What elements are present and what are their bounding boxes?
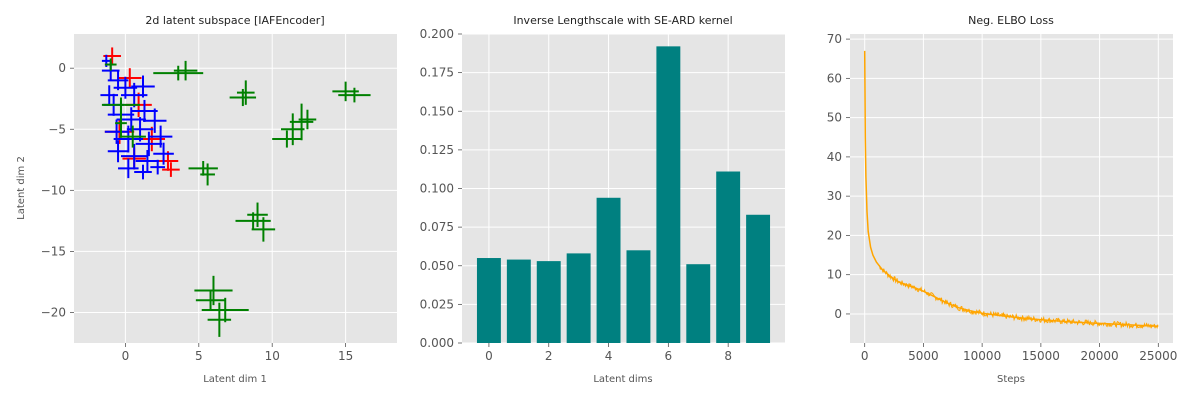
y-tick-label: 0.150 <box>420 104 454 118</box>
y-tick-label: 0.100 <box>420 182 454 196</box>
scatter-point <box>119 125 146 148</box>
y-tick-label: 0.000 <box>420 336 454 350</box>
bar <box>656 46 681 344</box>
bar <box>716 171 741 343</box>
x-tick-label: 0 <box>485 349 493 363</box>
y-tick-label: 60 <box>827 71 842 85</box>
y-axis-label: Latent dim 2 <box>16 156 27 220</box>
y-tick-label: 0.125 <box>420 143 454 157</box>
scatter-point <box>247 202 268 227</box>
y-tick-label: 0 <box>58 61 66 75</box>
scatter-point <box>115 108 127 138</box>
x-tick-label: 6 <box>665 349 673 363</box>
bar <box>746 214 771 343</box>
latent-scatter-panel: 0 5 10 15 0 −5 −10 −15 −20 2d latent subspace [I… <box>16 14 397 385</box>
scatter-point <box>188 161 218 176</box>
y-tick-label: 20 <box>827 228 842 242</box>
scatter-point <box>153 65 204 81</box>
scatter-point <box>173 60 198 81</box>
scatter-point <box>272 130 302 148</box>
scatter-point <box>207 302 232 337</box>
scatter-point <box>120 143 148 169</box>
lengthscale-bar-panel: 0 2 4 6 8 0.000 0.025 0.050 0.075 0.100 0.125 0.150… <box>420 14 785 385</box>
y-tick-label: −20 <box>41 305 66 319</box>
scatter-point <box>298 109 317 130</box>
y-tick-label: −10 <box>41 183 66 197</box>
y-tick-label: 50 <box>827 111 842 125</box>
scatter-point <box>150 159 166 175</box>
y-tick-label: 0 <box>834 307 842 321</box>
y-tick-label: 0.025 <box>420 297 454 311</box>
y-tick-label: 10 <box>827 268 842 282</box>
x-axis-label: Steps <box>997 374 1025 385</box>
bar <box>476 258 501 343</box>
chart-title: 2d latent subspace [IAFEncoder] <box>145 14 324 27</box>
x-tick-label: 15000 <box>1022 349 1060 363</box>
y-tick-label: 40 <box>827 150 842 164</box>
y-tick-label: 0.200 <box>420 27 454 41</box>
scatter-point <box>338 87 371 103</box>
x-tick-label: 5000 <box>908 349 939 363</box>
y-tick-label: 30 <box>827 189 842 203</box>
scatter-point <box>148 125 173 148</box>
x-tick-label: 4 <box>605 349 613 363</box>
scatter-point <box>118 68 142 88</box>
plot-area <box>850 34 1173 343</box>
y-tick-label: 0.075 <box>420 220 454 234</box>
x-tick-label: 15 <box>338 349 353 363</box>
scatter-point <box>107 140 129 163</box>
bar <box>506 259 531 343</box>
scatter-point <box>131 99 158 122</box>
chart-title: Neg. ELBO Loss <box>968 14 1054 27</box>
scatter-point <box>200 163 215 186</box>
bar <box>626 250 651 343</box>
elbo-loss-panel: 0 5000 10000 15000 20000 25000 0 10 20 30 40 50 60 70… <box>827 14 1178 385</box>
y-tick-label: −15 <box>41 244 66 258</box>
scatter-point <box>143 108 167 133</box>
bar <box>566 253 591 343</box>
scatter-point <box>332 81 359 102</box>
scatter-point <box>104 58 117 71</box>
x-axis-label: Latent dim 1 <box>203 374 267 385</box>
x-tick-label: 2 <box>545 349 553 363</box>
bar <box>536 261 561 343</box>
x-axis-label: Latent dims <box>593 374 652 385</box>
scatter-point <box>131 75 155 98</box>
x-tick-label: 0 <box>861 349 869 363</box>
scatter-point <box>134 164 152 180</box>
bar <box>596 197 621 343</box>
x-tick-label: 10 <box>265 349 280 363</box>
scatter-point <box>118 158 139 179</box>
bar <box>686 264 711 343</box>
scatter-point <box>236 80 255 105</box>
x-tick-label: 20000 <box>1080 349 1118 363</box>
loss-noise-trace <box>878 264 1159 330</box>
x-tick-label: 5 <box>195 349 203 363</box>
y-tick-label: −5 <box>48 122 66 136</box>
scatter-point <box>162 162 180 177</box>
scatter-point <box>251 217 276 242</box>
scatter-point <box>195 290 226 311</box>
scatter-point <box>135 150 160 173</box>
x-tick-label: 10000 <box>963 349 1001 363</box>
scatter-point <box>100 85 119 105</box>
y-tick-label: 0.175 <box>420 66 454 80</box>
x-tick-label: 25000 <box>1139 349 1177 363</box>
x-tick-label: 8 <box>724 349 732 363</box>
plot-area <box>74 34 397 343</box>
scatter-point <box>153 142 174 165</box>
x-tick-label: 0 <box>122 349 130 363</box>
y-tick-label: 70 <box>827 32 842 46</box>
chart-title: Inverse Lengthscale with SE-ARD kernel <box>513 14 732 27</box>
y-tick-label: 0.050 <box>420 259 454 273</box>
